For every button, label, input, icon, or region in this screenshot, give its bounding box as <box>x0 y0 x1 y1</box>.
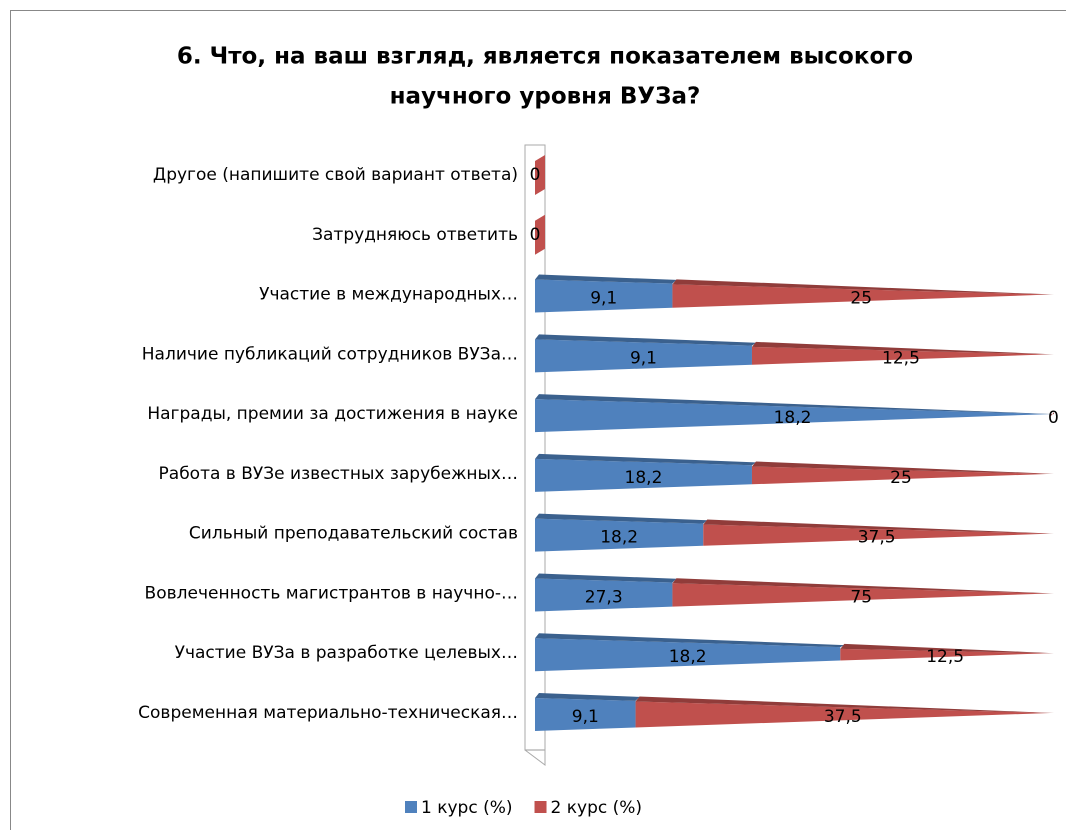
bar-segment <box>840 648 1050 661</box>
category-label: Другое (напишите свой вариант ответа) <box>153 165 518 185</box>
category-label: Затрудняюсь ответить <box>312 225 518 245</box>
bar-top <box>535 394 1054 415</box>
bar-top <box>535 334 756 346</box>
bar-top <box>535 453 756 466</box>
legend-label: 1 курс (%) <box>421 798 513 818</box>
bar-top <box>703 519 1054 534</box>
bar-segment <box>535 518 704 552</box>
value-label: 0 <box>1048 408 1059 428</box>
value-label: 0 <box>530 165 541 185</box>
chart-title: 6. Что, на ваш взгляд, является показате… <box>177 44 913 70</box>
bar-top <box>672 578 1054 594</box>
value-label: 9,1 <box>590 289 617 309</box>
bar-segment <box>751 466 1050 485</box>
bar-segment <box>535 578 673 612</box>
bar-segment <box>751 346 1050 365</box>
floor-edge <box>524 144 546 766</box>
bar-segment <box>535 399 1050 433</box>
value-label: 37,5 <box>824 707 862 727</box>
legend-swatch <box>534 801 547 813</box>
legend-swatch <box>405 801 417 813</box>
bar-segment <box>535 638 841 672</box>
value-label: 0 <box>530 225 541 245</box>
category-label: Наличие публикаций сотрудников ВУЗа… <box>142 344 518 364</box>
category-label: Участие в международных… <box>259 285 518 305</box>
bar-segment <box>535 458 752 492</box>
bar-top <box>535 274 677 284</box>
bar-top <box>672 279 1054 295</box>
bar-segment <box>535 155 545 195</box>
bar-segment <box>535 214 545 255</box>
legend-label: 2 курс (%) <box>551 798 643 818</box>
bar-top <box>751 341 1054 355</box>
bar-top <box>840 643 1054 654</box>
value-label: 12,5 <box>882 348 920 368</box>
category-label: Современная материально-техническая… <box>138 703 518 723</box>
bar-top <box>535 513 708 524</box>
category-label: Участие ВУЗа в разработке целевых… <box>175 643 518 663</box>
bar-top <box>1050 412 1054 418</box>
bar-top <box>751 461 1054 474</box>
chart-title: научного уровня ВУЗа? <box>390 84 701 110</box>
value-label: 18,2 <box>625 468 663 488</box>
bar-segment <box>672 284 1050 308</box>
category-label: Работа в ВУЗе известных зарубежных… <box>159 464 518 484</box>
bar-segment <box>535 698 636 731</box>
value-label: 27,3 <box>585 587 623 607</box>
value-label: 75 <box>850 587 872 607</box>
bar-top <box>635 696 1054 713</box>
value-label: 18,2 <box>774 408 812 428</box>
value-label: 12,5 <box>926 647 964 667</box>
value-label: 25 <box>890 468 912 488</box>
bar-segment <box>535 279 673 313</box>
bar-segment <box>535 339 752 373</box>
value-label: 37,5 <box>858 528 896 548</box>
bar-top <box>535 693 640 701</box>
value-label: 18,2 <box>669 647 707 667</box>
bar-top <box>535 633 845 648</box>
bar-segment <box>635 701 1050 728</box>
category-label: Вовлеченность магистрантов в научно-… <box>145 583 518 603</box>
value-label: 18,2 <box>600 528 638 548</box>
value-label: 9,1 <box>630 348 657 368</box>
value-label: 25 <box>850 289 872 309</box>
category-label: Сильный преподавательский состав <box>189 524 518 544</box>
bar-top <box>535 573 677 583</box>
value-label: 9,1 <box>572 707 599 727</box>
category-label: Награды, премии за достижения в науке <box>147 404 518 424</box>
bar-segment <box>672 583 1050 607</box>
bar-segment <box>703 524 1050 546</box>
